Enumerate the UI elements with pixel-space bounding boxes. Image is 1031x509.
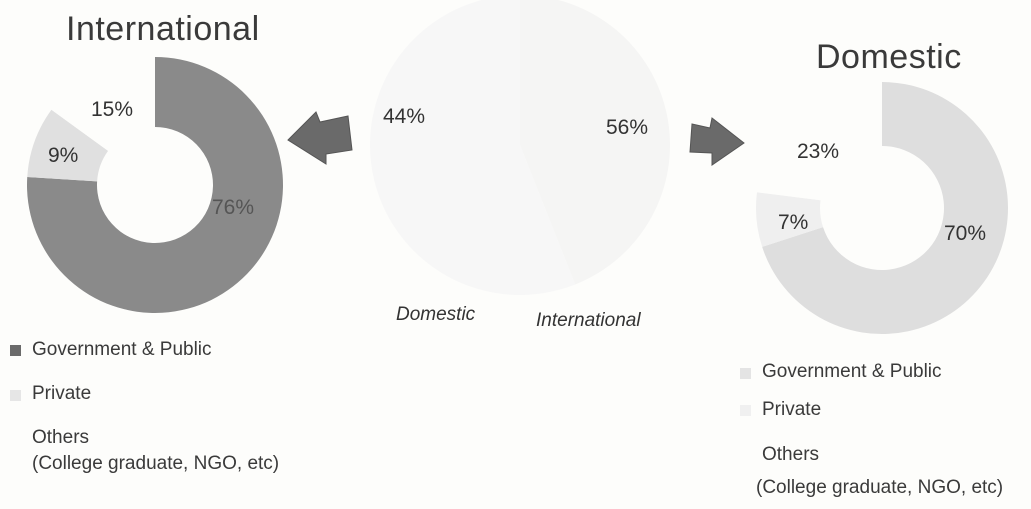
- dom-donut-slice-1: [762, 82, 1009, 334]
- legend-swatch-government: [740, 368, 751, 379]
- data-label-dom-government: 70%: [944, 222, 987, 245]
- domestic-title: Domestic: [816, 38, 962, 76]
- legend-label-government: Government & Public: [32, 339, 212, 360]
- international-title: International: [66, 10, 260, 48]
- data-label-intl-government: 76%: [212, 196, 255, 219]
- arrow-right-icon: [689, 117, 745, 166]
- category-label-international: International: [536, 310, 641, 331]
- category-label-domestic: Domestic: [396, 304, 476, 325]
- data-label-dom-others: 23%: [797, 140, 840, 163]
- data-label-domestic: 44%: [383, 105, 426, 128]
- center-pie-slice-1: [520, 0, 670, 285]
- intl-donut-slice-2: [27, 109, 109, 182]
- data-label-international: 56%: [606, 116, 649, 139]
- intl-donut-slice-3: [51, 57, 155, 151]
- international-donut: [26, 57, 283, 313]
- legend-swatch-private: [740, 405, 751, 416]
- center-pie-slice-2: [370, 0, 576, 295]
- data-label-intl-private: 9%: [48, 144, 79, 167]
- intl-donut-slice-1: [26, 57, 283, 313]
- data-label-dom-private: 7%: [778, 211, 809, 234]
- legend-label-others: Others: [32, 427, 90, 448]
- legend-label-others: Others: [762, 444, 820, 465]
- dom-donut-slice-3: [756, 82, 882, 201]
- dom-donut-slice-2: [756, 192, 824, 247]
- legend-label-government: Government & Public: [762, 361, 942, 382]
- legend-swatch-government: [10, 345, 21, 356]
- legend-swatch-private: [10, 390, 21, 401]
- data-label-intl-others: 15%: [91, 98, 134, 121]
- legend-label-private: Private: [762, 399, 822, 420]
- legend-label-others-detail: (College graduate, NGO, etc): [756, 477, 1004, 498]
- center-pie: [370, 0, 670, 295]
- legend-label-others-detail: (College graduate, NGO, etc): [32, 453, 280, 474]
- arrow-left-icon: [287, 111, 353, 165]
- legend-label-private: Private: [32, 383, 92, 404]
- domestic-donut: [756, 82, 1009, 334]
